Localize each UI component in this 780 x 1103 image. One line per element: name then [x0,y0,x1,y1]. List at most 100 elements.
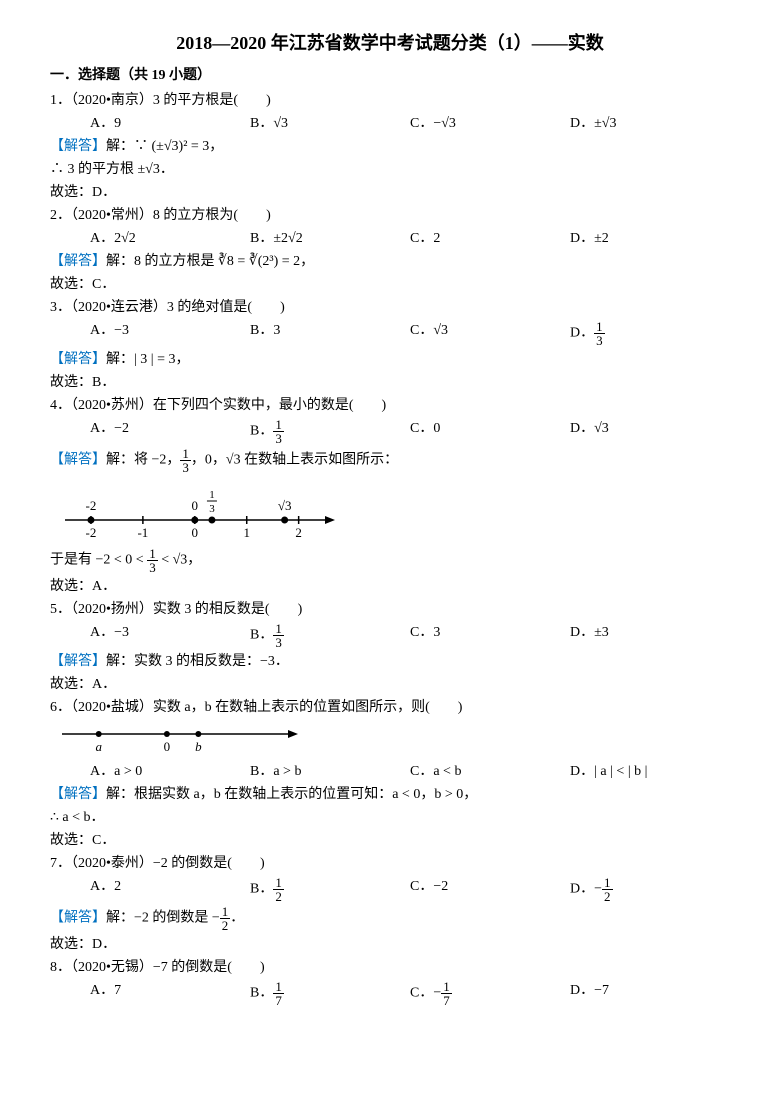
question-6: 6．（2020•盐城）实数 a，b 在数轴上表示的位置如图所示，则( ) [50,697,730,718]
q2-choice-d: D．±2 [570,228,730,249]
q4-concl1: 于是有 −2 < 0 < 13 < √3， [50,547,730,574]
svg-text:1: 1 [209,489,215,501]
frac-num: 1 [602,876,613,890]
fraction: 13 [273,418,284,445]
frac-num: 1 [273,418,284,432]
q1-choice-b: B．√3 [250,113,410,134]
q6-numberline: a 0 b [50,722,310,757]
q1-choices: A．9 B．√3 C．−√3 D．±√3 [90,113,730,134]
q6-sol-text: 解：根据实数 a，b 在数轴上表示的位置可知：a < 0，b > 0， [106,787,477,802]
q5-concl: 故选：A． [50,674,730,695]
fraction: 13 [147,547,158,574]
q6-choices: A．a > 0 B．a > b C．a < b D．| a | < | b | [90,761,730,782]
answer-label: 【解答】 [50,352,106,367]
svg-text:a: a [95,739,102,754]
fraction: 13 [594,320,605,347]
q2-choice-a: A．2√2 [90,228,250,249]
frac-den: 3 [180,461,191,474]
answer-label: 【解答】 [50,139,106,154]
question-4: 4．（2020•苏州）在下列四个实数中，最小的数是( ) [50,395,730,416]
q7-choice-d: D．−12 [570,876,730,903]
question-1: 1．（2020•南京）3 的平方根是( ) [50,90,730,111]
q3-choice-b: B．3 [250,320,410,347]
q6-choice-d: D．| a | < | b | [570,761,730,782]
svg-text:2: 2 [295,525,302,540]
q6-choice-a: A．a > 0 [90,761,250,782]
frac-num: 1 [180,447,191,461]
q7-d-prefix: D．− [570,882,602,897]
fraction: 17 [273,980,284,1007]
q7-choices: A．2 B．12 C．−2 D．−12 [90,876,730,903]
q4-choice-b: B．13 [250,418,410,445]
svg-text:-1: -1 [137,525,148,540]
frac-num: 1 [273,622,284,636]
q6-choice-c: C．a < b [410,761,570,782]
q4-choice-d: D．√3 [570,418,730,445]
fraction: 17 [441,980,452,1007]
q4-choice-a: A．−2 [90,418,250,445]
q7-sol-prefix: 解：−2 的倒数是 − [106,911,220,926]
q4-sol-prefix: 解：将 −2， [106,453,180,468]
q8-c-prefix: C．− [410,986,441,1001]
q2-sol-text: 解：8 的立方根是 ∛8 = ∛(2³) = 2， [106,254,314,269]
q3-concl: 故选：B． [50,372,730,393]
svg-text:b: b [195,739,202,754]
frac-den: 2 [273,890,284,903]
frac-num: 1 [273,876,284,890]
q4-b-prefix: B． [250,424,273,439]
q5-choice-d: D．±3 [570,622,730,649]
svg-text:√3: √3 [278,498,292,513]
fraction: 13 [180,447,191,474]
fraction: 13 [273,622,284,649]
frac-num: 1 [220,905,231,919]
q3-choice-d: D．13 [570,320,730,347]
q8-choice-b: B．17 [250,980,410,1007]
q3-sol-text: 解：| 3 | = 3， [106,352,190,367]
q6-choice-b: B．a > b [250,761,410,782]
question-7: 7．（2020•泰州）−2 的倒数是( ) [50,853,730,874]
question-3: 3．（2020•连云港）3 的绝对值是( ) [50,297,730,318]
q7-b-prefix: B． [250,882,273,897]
frac-den: 7 [441,994,452,1007]
q7-solution: 【解答】解：−2 的倒数是 −12． [50,905,730,932]
q5-b-prefix: B． [250,628,273,643]
q8-choice-a: A．7 [90,980,250,1007]
q3-choice-c: C．√3 [410,320,570,347]
q4-sol-suffix: ，0，√3 在数轴上表示如图所示： [191,453,398,468]
q5-choice-c: C．3 [410,622,570,649]
q1-choice-d: D．±√3 [570,113,730,134]
section-header: 一．选择题（共 19 小题） [50,65,730,86]
q8-b-prefix: B． [250,986,273,1001]
svg-text:-2: -2 [86,498,97,513]
q1-concl1: ∴ 3 的平方根 ±√3． [50,159,730,180]
q5-sol-text: 解：实数 3 的相反数是：−3． [106,654,289,669]
answer-label: 【解答】 [50,453,106,468]
q4-solution: 【解答】解：将 −2，13，0，√3 在数轴上表示如图所示： [50,447,730,474]
q3-choice-a: A．−3 [90,320,250,347]
q4-c1-prefix: 于是有 −2 < 0 < [50,553,147,568]
q1-concl2: 故选：D． [50,182,730,203]
svg-text:0: 0 [192,498,199,513]
answer-label: 【解答】 [50,911,106,926]
svg-text:0: 0 [164,739,171,754]
frac-num: 1 [273,980,284,994]
answer-label: 【解答】 [50,654,106,669]
q4-choices: A．−2 B．13 C．0 D．√3 [90,418,730,445]
frac-num: 1 [594,320,605,334]
fraction: 12 [220,905,231,932]
q7-concl: 故选：D． [50,934,730,955]
question-8: 8．（2020•无锡）−7 的倒数是( ) [50,957,730,978]
frac-num: 1 [147,547,158,561]
q4-c1-suffix: < √3， [158,553,202,568]
q4-concl2: 故选：A． [50,576,730,597]
q6-concl1: ∴ a < b． [50,807,730,828]
q7-choice-b: B．12 [250,876,410,903]
q3-d-prefix: D． [570,326,594,341]
q6-concl2: 故选：C． [50,830,730,851]
svg-text:-2: -2 [86,525,97,540]
frac-den: 2 [220,919,231,932]
frac-den: 3 [273,636,284,649]
q1-choice-c: C．−√3 [410,113,570,134]
q2-concl: 故选：C． [50,274,730,295]
frac-den: 3 [147,561,158,574]
